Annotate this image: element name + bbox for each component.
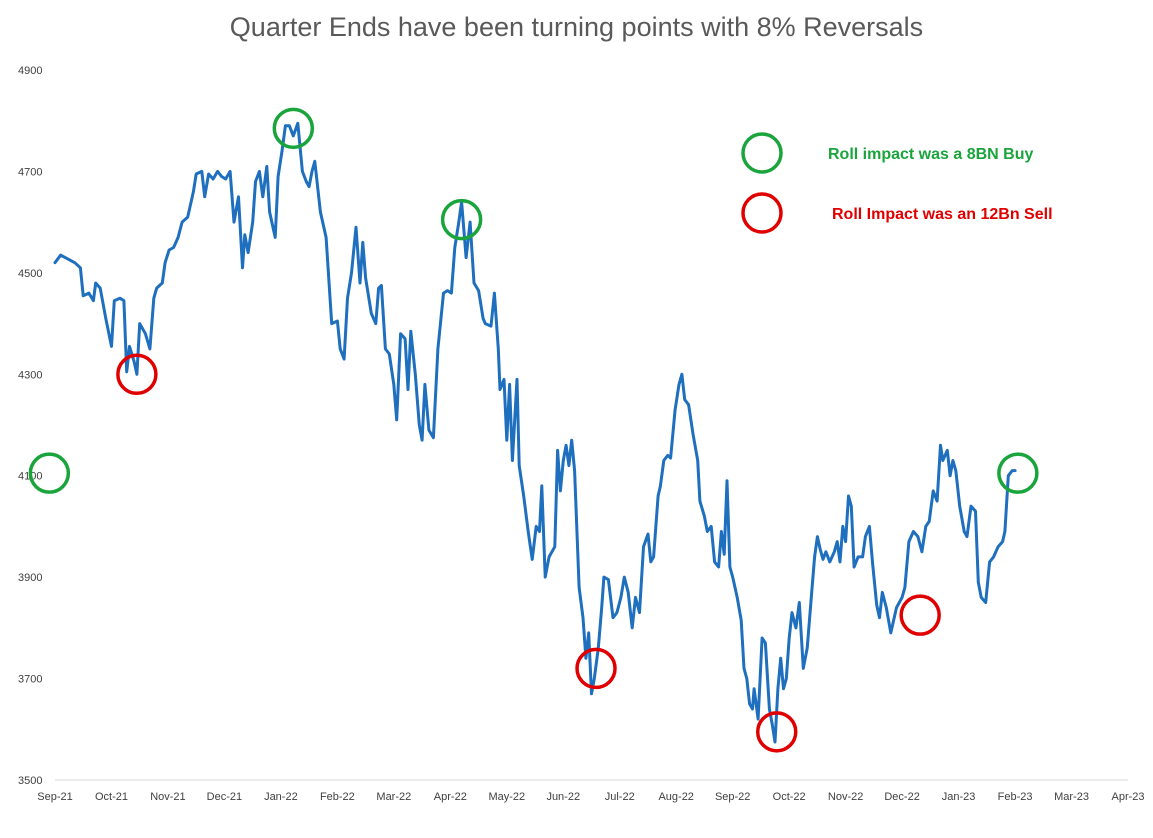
y-tick-label: 4500 [18, 268, 42, 280]
x-tick-label: Jun-22 [546, 791, 580, 803]
y-tick-label: 4300 [18, 369, 42, 381]
x-tick-label: Nov-22 [828, 791, 863, 803]
x-tick-label: Apr-22 [434, 791, 467, 803]
x-tick-label: Oct-22 [773, 791, 806, 803]
y-tick-label: 3700 [18, 674, 42, 686]
sell-marker-circle [899, 594, 941, 636]
chart-markers [28, 107, 1039, 753]
buy-marker-circle [272, 107, 315, 150]
x-tick-label: Feb-23 [998, 791, 1033, 803]
y-tick-label: 4900 [18, 65, 42, 77]
buy-marker-circle [997, 452, 1039, 494]
series-line [53, 121, 1017, 744]
x-tick-label: Dec-21 [207, 791, 242, 803]
sell-marker-circle [116, 353, 158, 396]
x-tick-label: May-22 [488, 791, 525, 803]
x-tick-label: Mar-23 [1054, 791, 1089, 803]
x-tick-label: Apr-23 [1111, 791, 1144, 803]
x-tick-label: Aug-22 [658, 791, 693, 803]
x-tick-label: Jul-22 [605, 791, 635, 803]
x-tick-label: Mar-22 [376, 791, 411, 803]
buy-marker-circle [440, 198, 483, 241]
x-tick-label: Jan-22 [264, 791, 298, 803]
y-tick-label: 3500 [18, 775, 42, 787]
y-tick-label: 3900 [18, 572, 42, 584]
sell-marker-circle [575, 647, 617, 690]
y-tick-label: 4700 [18, 166, 42, 178]
legend-swatch-sell [741, 192, 783, 234]
chart-series [53, 121, 1017, 744]
x-tick-label: Jan-23 [942, 791, 976, 803]
x-tick-label: Dec-22 [884, 791, 919, 803]
x-tick-label: Sep-21 [37, 791, 72, 803]
chart-title: Quarter Ends have been turning points wi… [229, 12, 924, 42]
legend-label-sell: Roll Impact was an 12Bn Sell [832, 206, 1053, 223]
legend-swatch-buy [741, 132, 783, 174]
buy-marker-circle [28, 452, 71, 494]
x-tick-label: Nov-21 [150, 791, 185, 803]
x-tick-label: Sep-22 [715, 791, 750, 803]
sell-marker-circle [755, 711, 798, 753]
legend-label-buy: Roll impact was a 8BN Buy [828, 146, 1033, 163]
chart-legend: Roll impact was a 8BN Buy Roll Impact was… [741, 132, 1053, 234]
x-tick-label: Oct-21 [95, 791, 128, 803]
x-tick-label: Feb-22 [320, 791, 355, 803]
